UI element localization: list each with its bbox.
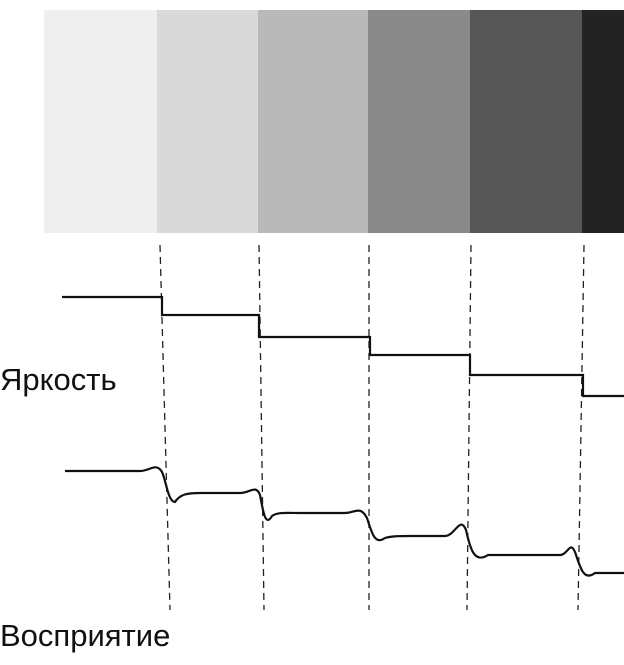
- boundary-lines: [159, 244, 585, 611]
- strip: [258, 10, 369, 233]
- perception-curve: [65, 466, 624, 577]
- brightness-curve: [62, 295, 624, 398]
- strip: [582, 10, 624, 233]
- strip: [157, 10, 259, 233]
- brightness-label: Яркость: [0, 362, 117, 397]
- strip: [368, 10, 471, 233]
- strip: [44, 10, 158, 233]
- gray-strips: [44, 10, 624, 233]
- strip: [470, 10, 583, 233]
- boundary: [258, 244, 265, 611]
- boundary: [466, 244, 472, 611]
- boundary: [577, 244, 585, 611]
- perception-label: Восприятие: [0, 618, 170, 653]
